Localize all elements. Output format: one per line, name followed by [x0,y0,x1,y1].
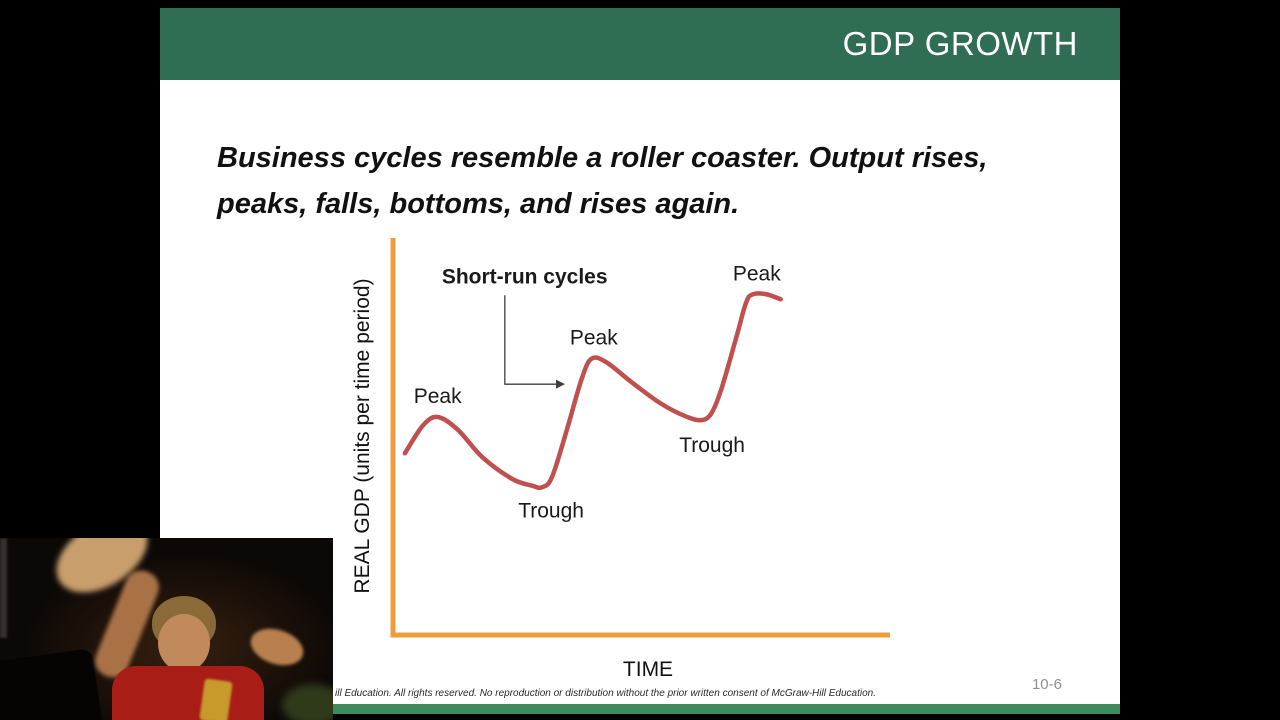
callout-arrow-line [504,295,558,385]
y-axis-label: REAL GDP (units per time period) [351,278,374,593]
slide-header: GDP GROWTH [160,8,1120,80]
copyright-notice: ill Education. All rights reserved. No r… [335,688,876,699]
business-cycle-curve [402,291,783,491]
chart-annotation: Peak [570,327,618,350]
slide-page-number: 10-6 [1031,676,1062,693]
business-cycle-chart: REAL GDP (units per time period) TIME Pe… [351,238,890,681]
presenter-webcam-overlay [0,538,333,720]
slide-title: GDP GROWTH [842,25,1078,62]
callout-arrowhead [556,379,566,389]
x-axis-label: TIME [623,658,673,681]
presenter-face [158,614,210,672]
webcam-doorframe [0,538,7,638]
presenter-red-shirt [112,666,264,720]
chart-axes [390,238,890,638]
presenter-tie [199,678,233,720]
webcam-foreground-blur [282,684,333,720]
chart-annotation: Trough [679,434,745,457]
slide-subtitle-text: Business cycles resemble a roller coaste… [217,142,988,220]
chart-annotation: Peak [414,385,462,408]
chart-annotation: Short-run cycles [442,265,608,288]
chart-annotation: Trough [518,499,584,522]
slide-bottom-strip [160,704,1120,714]
presenter-chair [0,648,104,720]
chart-annotation: Peak [733,263,781,286]
